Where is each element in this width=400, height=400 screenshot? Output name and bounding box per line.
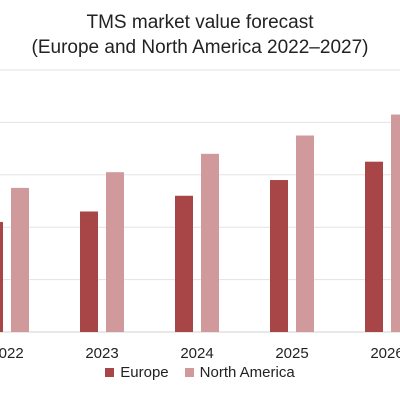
legend: Europe North America (0, 364, 400, 381)
x-tick-label-2026: 2026 (370, 345, 400, 362)
bar-europe-2026 (365, 161, 383, 332)
x-tick-label-2024: 2024 (180, 345, 213, 362)
title-line-1: TMS market value forecast (86, 12, 314, 33)
legend-item-north-america[interactable]: North America (184, 364, 295, 381)
legend-swatch-europe (105, 368, 115, 377)
bar-north-america-2026 (391, 114, 400, 332)
legend-swatch-north-america (184, 368, 194, 377)
bar-europe-2025 (270, 180, 288, 332)
bar-europe-2022 (0, 221, 3, 332)
bar-north-america-2022 (11, 187, 29, 332)
bar-north-america-2025 (296, 135, 314, 332)
chart-title: TMS market value forecast (Europe and No… (0, 10, 400, 60)
legend-item-europe[interactable]: Europe (105, 364, 169, 381)
legend-label-europe: Europe (120, 364, 169, 381)
x-tick-label-2025: 2025 (275, 345, 308, 362)
bar-north-america-2023 (106, 172, 124, 332)
bar-europe-2024 (175, 195, 193, 332)
title-line-2: (Europe and North America 2022–2027) (31, 37, 369, 58)
x-tick-label-2022: 2022 (0, 345, 24, 362)
x-tick-label-2023: 2023 (85, 345, 118, 362)
legend-label-north-america: North America (199, 364, 295, 381)
bar-europe-2023 (80, 211, 98, 332)
bar-north-america-2024 (201, 153, 219, 332)
